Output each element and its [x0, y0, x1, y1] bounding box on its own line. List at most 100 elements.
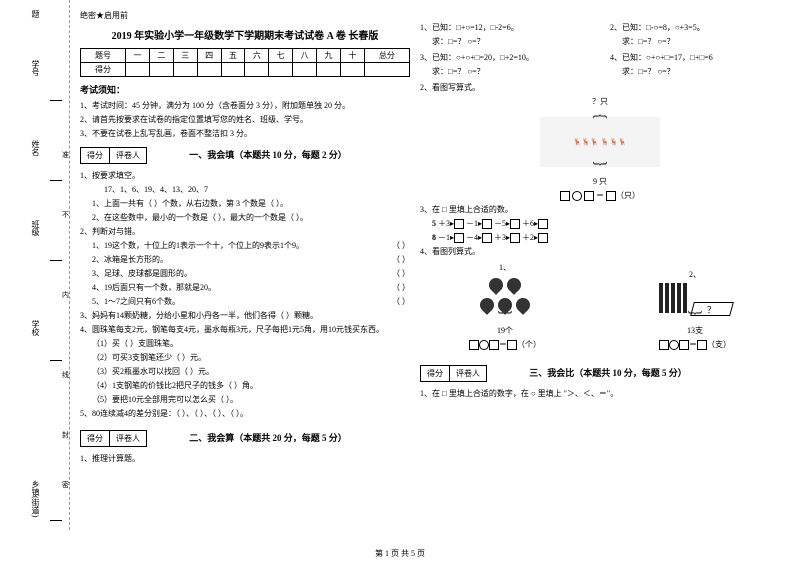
known-label: 9 只: [420, 176, 780, 188]
question: 4、圆珠笔每支2元，钢笔每支4元，墨水每瓶3元，尺子每把1元5角，用10元钱买东…: [80, 324, 410, 336]
score-label: 得分: [421, 366, 450, 381]
chain-calc: 8 －1▸ －4▸ ＋3▸ ＋2▸: [420, 232, 780, 244]
sidebar-label: 班级: [30, 220, 41, 236]
question: 2、看图写算式。: [420, 82, 780, 94]
brace-icon: ︸: [420, 316, 590, 323]
judge-item: 3、足球、皮球都是圆形的。（ ）: [80, 268, 410, 280]
calc-solve: 求：□=？ ○=？: [420, 36, 590, 48]
sub-question: （1）买（ ）支圆珠笔。: [80, 338, 410, 350]
calc-solve: 求：□=？ ○=？: [610, 66, 780, 78]
sidebar-line: [50, 260, 62, 261]
question: 4、看图列算式。: [420, 246, 780, 258]
brace-icon: ︷: [420, 110, 780, 117]
score-table: 题号 一 二 三 四 五 六 七 八 九 十 总分 得分: [80, 48, 410, 77]
score-header: 十: [340, 49, 364, 63]
calc-item: 3、已知：○+○+□=20，□+2=10。: [420, 52, 590, 64]
sidebar-line: [50, 520, 62, 521]
sidebar-label: 乡镇(街道): [30, 480, 41, 517]
question: 1、在 □ 里填上合适的数字，在 ○ 里填上 "＞、＜、＝"。: [420, 388, 780, 400]
calc-solve: 求：□=？ ○=？: [420, 66, 590, 78]
sidebar-label: 题: [30, 10, 41, 18]
sub-question: （4）1支钢笔的价钱比2把尺子的钱多（ ）角。: [80, 380, 410, 392]
score-label: 得分: [81, 148, 110, 163]
notice-item: 2、请首先按要求在试卷的指定位置填写您的姓名、班级、学号。: [80, 114, 410, 125]
judge-item: 1、19这个数，十位上的1表示一个十，个位上的9表示1个9。（ ）: [80, 240, 410, 252]
calc-solve: 求：□=？ ○=？: [610, 36, 780, 48]
equation-blank: ＝（个）: [420, 339, 590, 351]
left-column: 绝密★启用前 2019 年实验小学一年级数学下学期期末考试试卷 A 卷 长春版 …: [80, 10, 410, 467]
right-column: 1、已知：□+○=12，□-2=6。 求：□=？ ○=？ 2、已知：□-○=8，…: [420, 20, 780, 402]
section-header: 得分 评卷人 二、我会算（本题共 20 分，每题 5 分）: [80, 426, 410, 451]
binding-sidebar: 题 学号 姓名 班级 学校 乡镇(街道) 准 不 内 线 封 密: [0, 0, 70, 530]
grader-label: 评卷人: [110, 148, 146, 163]
section-title: 三、我会比（本题共 10 分，每题 5 分）: [529, 366, 687, 379]
question: 3、妈妈有14颗奶糖，分给小星和小丹各一半，他们各得（ ）颗糖。: [80, 310, 410, 322]
score-cell: 得分: [81, 63, 126, 77]
seal-char: 线: [62, 370, 69, 380]
question: 2、判断对与错。: [80, 226, 410, 238]
sub-question: 1、上面一共有（ ）个数，从右边数，第 3 个数是（ ）。: [80, 198, 410, 210]
score-header: 三: [173, 49, 197, 63]
deer-image: 🦌🦌🦌 🦌🦌🦌: [540, 117, 660, 167]
question: 3、在 □ 里填上合适的数。: [420, 204, 780, 216]
deer-figure: ？只 ︷ 🦌🦌🦌 🦌🦌🦌 ︸ 9 只: [420, 96, 780, 188]
sub-question: （5）要把10元全部用完可以怎么买（ ）。: [80, 394, 410, 406]
question: 5、80连续减4的差分别是：（ ）、（ ）、（ ）、（ ）。: [80, 408, 410, 420]
number-list: 17、1、6、19、4、13、20、7: [80, 184, 410, 196]
equation-blank: ＝ （只）: [420, 190, 780, 202]
judge-item: 5、1～7之间只有6个数。（ ）: [80, 296, 410, 308]
notice-item: 1、考试时间：45 分钟，满分为 100 分（含卷面分 3 分），附加题单独 2…: [80, 100, 410, 111]
total-label: 13支: [610, 325, 780, 337]
calc-item: 4、已知：○+○+□=17，□+□=6: [610, 52, 780, 64]
section-title: 二、我会算（本题共 20 分，每题 5 分）: [189, 431, 347, 444]
brace-icon: ︸: [420, 167, 780, 174]
seal-char: 准: [62, 150, 69, 160]
notice-title: 考试须知：: [80, 83, 410, 96]
score-header: 九: [317, 49, 341, 63]
score-header: 七: [269, 49, 293, 63]
sub-question: 2、在这些数中，最小的一个数是（ ），最大的一个数是（ ）。: [80, 212, 410, 224]
sidebar-line: [50, 360, 62, 361]
judge-item: 2、冰箱是长方形的。（ ）: [80, 254, 410, 266]
seal-char: 内: [62, 290, 69, 300]
grader-label: 评卷人: [450, 366, 486, 381]
score-label: 得分: [81, 431, 110, 446]
score-header: 六: [245, 49, 269, 63]
sub-question: （3）买2瓶墨水可以找回（ ）元。: [80, 366, 410, 378]
seal-char: 密: [62, 480, 69, 490]
section-title: 一、我会填（本题共 10 分，每题 2 分）: [189, 148, 347, 161]
seal-char: 封: [62, 430, 69, 440]
chain-calc: 5 ＋3▸ －1▸ －5▸ ＋6▸: [420, 218, 780, 230]
sidebar-line: [50, 100, 62, 101]
secret-label: 绝密★启用前: [80, 10, 410, 21]
seal-char: 不: [62, 210, 69, 220]
sidebar-label: 学校: [30, 320, 41, 336]
sub-question: （2）可买3支钢笔还少（ ）元。: [80, 352, 410, 364]
sidebar-label: 姓名: [30, 140, 41, 156]
table-row: 题号 一 二 三 四 五 六 七 八 九 十 总分: [81, 49, 410, 63]
grader-label: 评卷人: [110, 431, 146, 446]
score-header: 二: [149, 49, 173, 63]
table-row: 得分: [81, 63, 410, 77]
score-header: 五: [221, 49, 245, 63]
section-header: 得分 评卷人 三、我会比（本题共 10 分，每题 5 分）: [420, 361, 780, 386]
total-label: 19个: [420, 325, 590, 337]
page-footer: 第 1 页 共 5 页: [0, 548, 800, 559]
exam-title: 2019 年实验小学一年级数学下学期期末考试试卷 A 卷 长春版: [80, 27, 410, 42]
sidebar-label: 学号: [30, 60, 41, 76]
figure-peaches: 1、 ︸ 19个 ＝（个）: [420, 260, 590, 353]
equation-blank: ＝（支）: [610, 339, 780, 351]
judge-item: 4、19后面只有一个数，那就是20。（ ）: [80, 282, 410, 294]
score-header: 总分: [364, 49, 409, 63]
score-header: 一: [126, 49, 150, 63]
question: 1、按要求填空。: [80, 170, 410, 182]
calc-item: 2、已知：□-○=8，○+3=5。: [610, 22, 780, 34]
calc-item: 1、已知：□+○=12，□-2=6。: [420, 22, 590, 34]
brace-icon: ︸: [610, 316, 780, 323]
section-header: 得分 评卷人 一、我会填（本题共 10 分，每题 2 分）: [80, 143, 410, 168]
score-header: 八: [293, 49, 317, 63]
score-header: 四: [197, 49, 221, 63]
sidebar-line: [50, 180, 62, 181]
eraser-icon: ？: [690, 302, 734, 316]
notice-item: 3、不要在试卷上乱写乱画，卷面不整洁扣 3 分。: [80, 128, 410, 139]
